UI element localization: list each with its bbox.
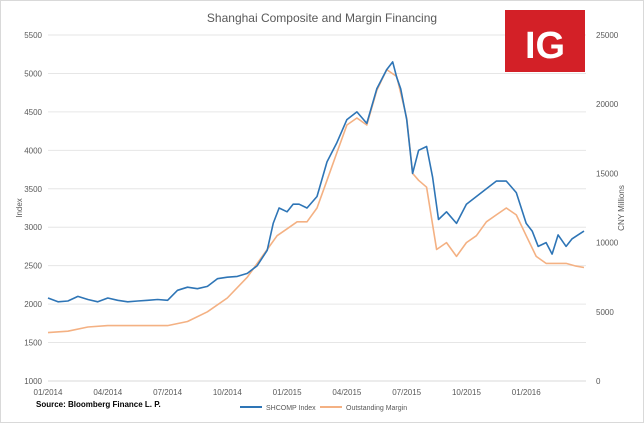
y-tick-label: 3500 bbox=[24, 185, 42, 194]
y-tick-label: 4500 bbox=[24, 108, 42, 117]
ig-logo-text: IG bbox=[525, 25, 565, 67]
left-axis-ticks: 1000 1500 2000 2500 3000 3500 4000 4500 5000 5500 bbox=[24, 31, 42, 386]
x-tick-label: 01/2016 bbox=[512, 388, 541, 397]
y2-tick-label: 5000 bbox=[596, 308, 614, 317]
legend-label-margin: Outstanding Margin bbox=[346, 405, 407, 412]
gridlines bbox=[48, 34, 586, 344]
y2-tick-label: 25000 bbox=[596, 31, 619, 40]
y-tick-label: 3000 bbox=[24, 223, 42, 232]
x-tick-label: 01/2014 bbox=[34, 388, 63, 397]
y-tick-label: 1000 bbox=[24, 377, 42, 386]
source-note: Source: Bloomberg Finance L. P. bbox=[36, 400, 161, 409]
y-tick-label: 5500 bbox=[24, 31, 42, 40]
left-axis-label: Index bbox=[15, 198, 24, 218]
series-line-outstanding-margin bbox=[47, 68, 585, 334]
x-tick-label: 04/2014 bbox=[93, 388, 122, 397]
x-axis-ticks: 01/2014 04/2014 07/2014 10/2014 01/2015 04/20… bbox=[34, 388, 542, 397]
y-tick-label: 1500 bbox=[24, 339, 42, 348]
right-axis-ticks: 0 5000 10000 15000 20000 25000 bbox=[596, 31, 619, 386]
right-axis-label: CNY Millions bbox=[617, 185, 626, 231]
legend: SHCOMP Index Outstanding Margin bbox=[240, 405, 407, 412]
y-tick-label: 2500 bbox=[24, 262, 42, 271]
x-tick-label: 10/2014 bbox=[213, 388, 242, 397]
x-tick-label: 07/2015 bbox=[392, 388, 421, 397]
y2-tick-label: 20000 bbox=[596, 100, 619, 109]
x-tick-label: 04/2015 bbox=[332, 388, 361, 397]
ig-logo-background bbox=[505, 10, 585, 72]
legend-label-shcomp: SHCOMP Index bbox=[266, 405, 316, 412]
ig-logo: IG bbox=[505, 10, 585, 72]
y-tick-label: 4000 bbox=[24, 146, 42, 155]
chart-title: Shanghai Composite and Margin Financing bbox=[207, 11, 437, 25]
y2-tick-label: 0 bbox=[596, 377, 601, 386]
x-tick-label: 01/2015 bbox=[273, 388, 302, 397]
y2-tick-label: 15000 bbox=[596, 169, 619, 178]
y-tick-label: 5000 bbox=[24, 69, 42, 78]
x-tick-label: 10/2015 bbox=[452, 388, 481, 397]
y-tick-label: 2000 bbox=[24, 300, 42, 309]
x-tick-label: 07/2014 bbox=[153, 388, 182, 397]
series-line-shcomp-index bbox=[47, 61, 585, 303]
y2-tick-label: 10000 bbox=[596, 239, 619, 248]
